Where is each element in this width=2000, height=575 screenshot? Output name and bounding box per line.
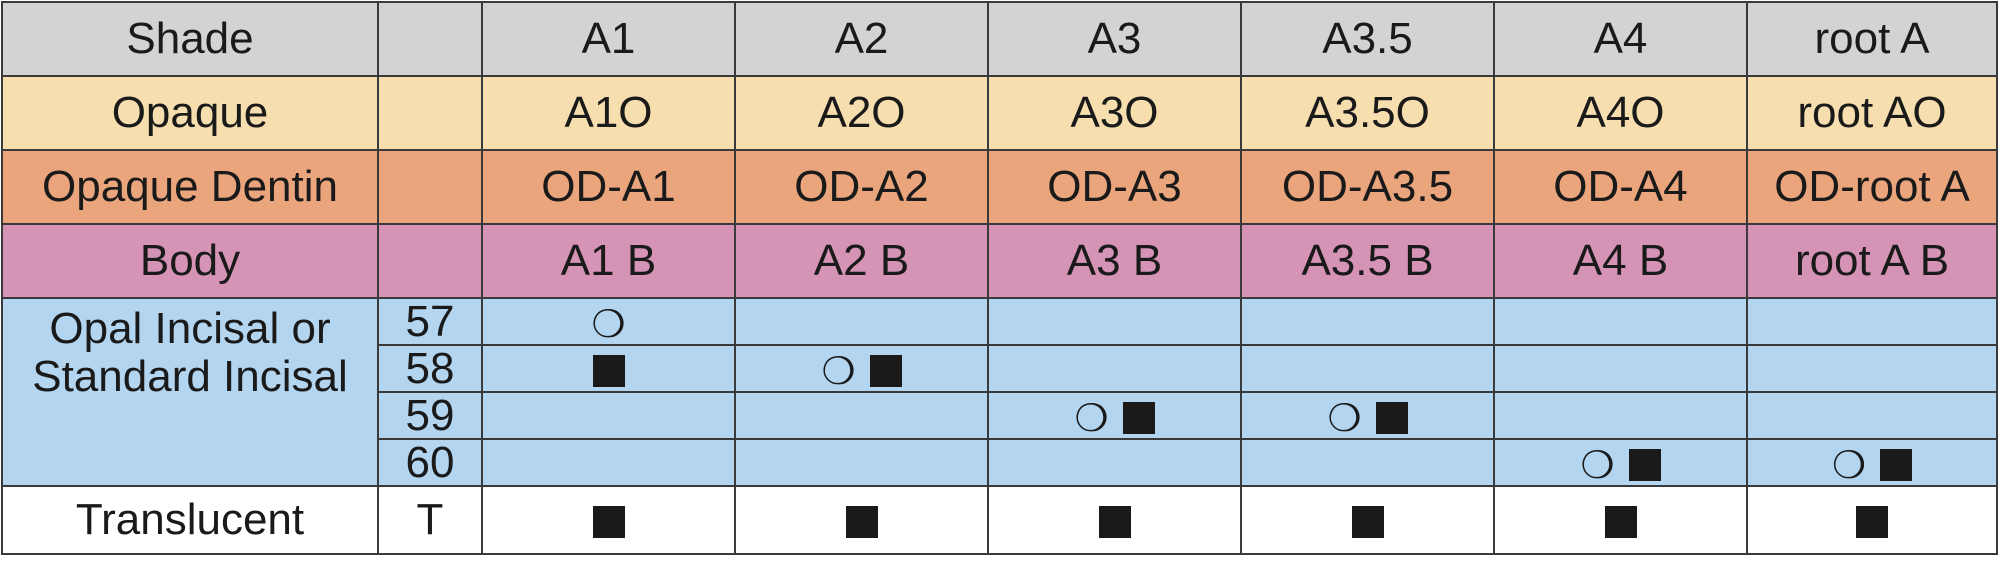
square-symbol-icon bbox=[1122, 401, 1155, 434]
shade-code-cell bbox=[377, 1, 483, 77]
incisal-mark-cell bbox=[734, 391, 989, 440]
square-symbol-icon bbox=[845, 506, 878, 539]
opaque-cell: A1O bbox=[481, 75, 736, 151]
body-label: Body bbox=[1, 223, 379, 299]
shade-column-header: root A bbox=[1746, 1, 1998, 77]
square-symbol-icon bbox=[869, 354, 902, 387]
square-symbol-icon bbox=[1880, 448, 1913, 481]
opaque-dentin-row: Opaque Dentin OD-A1 OD-A2 OD-A3 OD-A3.5 … bbox=[1, 149, 1998, 225]
incisal-code: 58 bbox=[377, 344, 483, 393]
incisal-mark-cell: ❍ bbox=[987, 391, 1242, 440]
opaque-dentin-code-cell bbox=[377, 149, 483, 225]
moon-symbol-icon: ❍ bbox=[1074, 395, 1109, 439]
body-cell: A2 B bbox=[734, 223, 989, 299]
square-symbol-icon bbox=[1628, 448, 1661, 481]
opaque-cell: A3O bbox=[987, 75, 1242, 151]
square-symbol-icon bbox=[592, 354, 625, 387]
incisal-mark-cell bbox=[481, 344, 736, 393]
incisal-mark-cell bbox=[1240, 344, 1495, 393]
incisal-mark-cell bbox=[481, 438, 736, 487]
incisal-row: 59 ❍ ❍ bbox=[2, 391, 1998, 440]
incisal-mark-cell bbox=[481, 391, 736, 440]
body-row: Body A1 B A2 B A3 B A3.5 B A4 B root A B bbox=[1, 223, 1998, 299]
opaque-cell: A2O bbox=[734, 75, 989, 151]
opaque-label: Opaque bbox=[1, 75, 379, 151]
opaque-cell: A3.5O bbox=[1240, 75, 1495, 151]
opaque-dentin-cell: OD-A3 bbox=[987, 149, 1242, 225]
incisal-mark-cell bbox=[1240, 297, 1495, 346]
incisal-row: Opal Incisal or Standard Incisal 57 ❍ bbox=[1, 297, 1998, 487]
incisal-mark-cell: ❍ bbox=[1746, 438, 1998, 487]
square-symbol-icon bbox=[1375, 401, 1408, 434]
incisal-row: 58 ❍ bbox=[2, 344, 1998, 393]
incisal-mark-cell: ❍ bbox=[1240, 391, 1495, 440]
incisal-mark-cell: ❍ bbox=[1493, 438, 1748, 487]
incisal-mark-cell bbox=[1240, 438, 1495, 487]
incisal-mark-cell bbox=[1746, 391, 1998, 440]
body-cell: root A B bbox=[1746, 223, 1998, 299]
body-cell: A3 B bbox=[987, 223, 1242, 299]
moon-symbol-icon: ❍ bbox=[591, 301, 626, 345]
body-code-cell bbox=[377, 223, 483, 299]
translucent-mark-cell bbox=[1240, 485, 1495, 555]
translucent-mark-cell bbox=[481, 485, 736, 555]
square-symbol-icon bbox=[1604, 506, 1637, 539]
incisal-mark-cell: ❍ bbox=[481, 297, 736, 346]
shade-column-header: A3 bbox=[987, 1, 1242, 77]
moon-symbol-icon: ❍ bbox=[1831, 442, 1867, 486]
square-symbol-icon bbox=[592, 506, 625, 539]
translucent-mark-cell bbox=[1493, 485, 1748, 555]
shade-column-header: A4 bbox=[1493, 1, 1748, 77]
incisal-mark-cell bbox=[987, 344, 1242, 393]
square-symbol-icon bbox=[1351, 506, 1384, 539]
incisal-row: 60 ❍ ❍ bbox=[2, 438, 1998, 487]
shade-column-header: A3.5 bbox=[1240, 1, 1495, 77]
shade-label: Shade bbox=[1, 1, 379, 77]
incisal-label: Opal Incisal or Standard Incisal bbox=[1, 297, 379, 487]
square-symbol-icon bbox=[1098, 506, 1131, 539]
opaque-code-cell bbox=[377, 75, 483, 151]
opaque-dentin-cell: OD-A2 bbox=[734, 149, 989, 225]
incisal-mark-cell bbox=[1493, 391, 1748, 440]
body-cell: A1 B bbox=[481, 223, 736, 299]
incisal-mark-cell bbox=[1493, 297, 1748, 346]
translucent-mark-cell bbox=[987, 485, 1242, 555]
incisal-code: 59 bbox=[377, 391, 483, 440]
translucent-mark-cell bbox=[1746, 485, 1998, 555]
incisal-mark-cell bbox=[1493, 344, 1748, 393]
shade-table: Shade A1 A2 A3 A3.5 A4 root A Opaque A1O… bbox=[1, 1, 1998, 555]
opaque-dentin-cell: OD-A1 bbox=[481, 149, 736, 225]
shade-column-header: A2 bbox=[734, 1, 989, 77]
translucent-mark-cell bbox=[734, 485, 989, 555]
opaque-cell: A4O bbox=[1493, 75, 1748, 151]
square-symbol-icon bbox=[1856, 506, 1888, 539]
opaque-dentin-label: Opaque Dentin bbox=[1, 149, 379, 225]
translucent-label: Translucent bbox=[1, 485, 379, 555]
opaque-row: Opaque A1O A2O A3O A3.5O A4O root AO bbox=[1, 75, 1998, 151]
body-cell: A3.5 B bbox=[1240, 223, 1495, 299]
translucent-code: T bbox=[377, 485, 483, 555]
body-cell: A4 B bbox=[1493, 223, 1748, 299]
incisal-mark-cell bbox=[734, 438, 989, 487]
incisal-mark-cell bbox=[734, 297, 989, 346]
translucent-row: Translucent T bbox=[1, 485, 1998, 555]
incisal-mark-cell bbox=[987, 438, 1242, 487]
opaque-dentin-cell: OD-A4 bbox=[1493, 149, 1748, 225]
moon-symbol-icon: ❍ bbox=[821, 348, 856, 392]
shade-column-header: A1 bbox=[481, 1, 736, 77]
incisal-mark-cell bbox=[987, 297, 1242, 346]
opaque-cell: root AO bbox=[1746, 75, 1998, 151]
incisal-mark-cell: ❍ bbox=[734, 344, 989, 393]
incisal-mark-cell bbox=[1746, 344, 1998, 393]
moon-symbol-icon: ❍ bbox=[1327, 395, 1362, 439]
incisal-code: 57 bbox=[377, 297, 483, 346]
moon-symbol-icon: ❍ bbox=[1580, 442, 1615, 486]
opaque-dentin-cell: OD-A3.5 bbox=[1240, 149, 1495, 225]
incisal-code: 60 bbox=[377, 438, 483, 487]
shade-header-row: Shade A1 A2 A3 A3.5 A4 root A bbox=[1, 1, 1998, 77]
incisal-mark-cell bbox=[1746, 297, 1998, 346]
opaque-dentin-cell: OD-root A bbox=[1746, 149, 1998, 225]
